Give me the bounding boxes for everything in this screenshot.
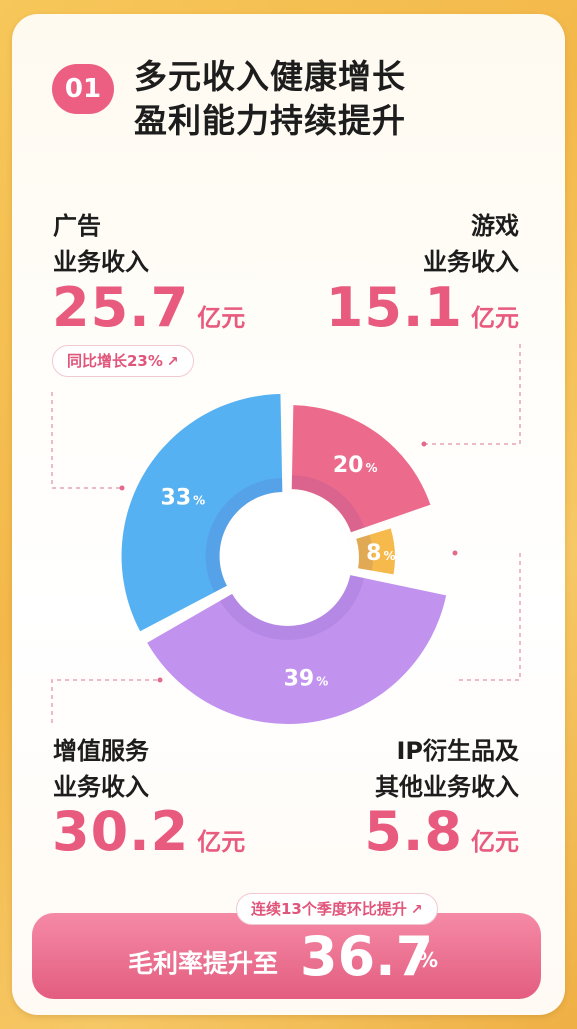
vas-connector-dot [157, 677, 163, 683]
games-connector [424, 344, 521, 445]
donut-slice-shade-4 [205, 477, 283, 593]
games-revenue: 15.1 亿元 [326, 276, 519, 339]
donut-slice-label-4: 33% [161, 485, 206, 510]
donut-slice-label-1: 20% [333, 453, 378, 478]
ip-revenue: 5.8 亿元 [364, 800, 519, 863]
gross-margin-note: 连续13个季度环比提升 [251, 900, 407, 918]
vas-revenue-value: 30.2 [52, 800, 190, 863]
vas-revenue: 30.2 亿元 [52, 800, 245, 863]
games-label-line-2: 业务收入 [423, 248, 519, 276]
ip-connector [455, 553, 521, 681]
donut-slice-label-3: 39% [284, 667, 329, 692]
ip-revenue-unit: 亿元 [471, 828, 519, 856]
ads-revenue: 25.7 亿元 [52, 276, 245, 339]
vas-label-line-1: 增值服务 [53, 737, 149, 765]
ip-label-line-2: 其他业务收入 [375, 773, 519, 801]
vas-connector [51, 679, 160, 723]
ads-label-line-2: 业务收入 [53, 248, 149, 276]
ip-label-line-1: IP衍生品及 [396, 737, 519, 765]
ads-revenue-unit: 亿元 [197, 304, 246, 332]
donut-slice-shade-3 [220, 575, 364, 640]
donut-slice-3 [147, 575, 447, 724]
vas-label-line-2: 业务收入 [53, 773, 149, 801]
arrow-up-right-icon: ↗ [410, 902, 423, 918]
donut-slice-2 [356, 528, 395, 575]
gross-margin-value: 36.7 [300, 925, 434, 988]
gross-margin-note-badge: 连续13个季度环比提升 ↗ [236, 893, 438, 925]
games-revenue-value: 15.1 [325, 276, 463, 339]
ads-growth-badge: 同比增长23% ↗ [52, 345, 194, 377]
donut-slice-shade-1 [291, 475, 365, 533]
headline-line-2: 盈利能力持续提升 [134, 101, 406, 140]
headline-line-1: 多元收入健康增长 [134, 57, 406, 96]
vas-revenue-unit: 亿元 [197, 828, 246, 856]
ads-connector-dot [119, 485, 125, 491]
donut-slice-label-2: 8% [366, 541, 395, 566]
ads-revenue-value: 25.7 [52, 276, 190, 339]
ads-connector [51, 392, 122, 489]
ads-label-line-1: 广告 [53, 212, 101, 240]
gross-margin-unit: % [418, 948, 439, 972]
donut-slice-shade-2 [356, 534, 373, 571]
donut-slice-4 [121, 393, 283, 632]
ads-growth-text: 同比增长23% [67, 352, 163, 370]
section-number-badge: 01 [52, 64, 114, 114]
games-label-line-1: 游戏 [471, 212, 519, 240]
arrow-up-right-icon: ↗ [166, 354, 179, 370]
donut-slice-1 [291, 405, 431, 533]
ip-connector-dot [452, 550, 458, 556]
games-connector-dot [421, 441, 427, 447]
gross-margin-label: 毛利率提升至 [128, 949, 279, 978]
games-revenue-unit: 亿元 [471, 304, 519, 332]
ip-revenue-value: 5.8 [364, 800, 463, 863]
gross-margin-bar [32, 913, 541, 999]
